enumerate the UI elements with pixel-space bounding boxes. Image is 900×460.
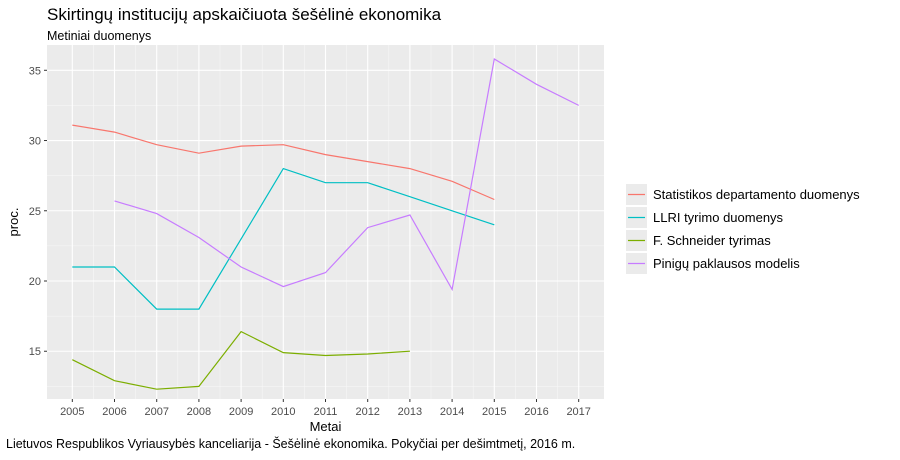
y-tick-label: 25 — [29, 206, 41, 218]
series-line-3 — [72, 330, 410, 390]
x-tick-label: 2015 — [482, 406, 506, 418]
legend-label: LLRI tyrimo duomenys — [653, 210, 784, 225]
legend-box — [624, 183, 894, 275]
x-tick-label: 2013 — [398, 406, 422, 418]
x-tick-label: 2014 — [440, 406, 464, 418]
x-tick-label: 2009 — [229, 406, 253, 418]
x-axis-title: Metai — [310, 419, 342, 434]
grid-minor — [47, 45, 604, 399]
x-tick-label: 2005 — [60, 406, 84, 418]
y-tick-label: 30 — [29, 136, 41, 148]
x-axis: 2005 2006 2007 2008 2009 2010 2011 2012 2013 2014… — [60, 399, 591, 418]
y-axis: 15 20 25 30 35 — [29, 65, 47, 358]
series-line-2 — [72, 167, 495, 310]
legend-label: Pinigų paklausos modelis — [653, 256, 800, 271]
legend: Statistikos departamento duomenys LLRI ty… — [624, 183, 894, 275]
y-tick-label: 15 — [29, 346, 41, 358]
chart-subtitle: Metiniai duomenys — [47, 29, 152, 43]
x-tick-label: 2008 — [187, 406, 211, 418]
series-layer — [72, 58, 579, 390]
series-line-1 — [72, 124, 495, 201]
x-tick-label: 2016 — [524, 406, 548, 418]
x-tick-label: 2011 — [314, 406, 338, 418]
chart-caption: Lietuvos Respublikos Vyriausybės kanceli… — [6, 437, 576, 451]
y-tick-label: 20 — [29, 276, 41, 288]
y-tick-label: 35 — [29, 65, 41, 77]
legend-label: Statistikos departamento duomenys — [653, 187, 860, 202]
series-line-4 — [114, 58, 579, 292]
x-tick-label: 2010 — [271, 406, 295, 418]
grid-major — [47, 45, 604, 399]
x-tick-label: 2012 — [355, 406, 379, 418]
y-axis-title: proc. — [6, 208, 21, 237]
x-tick-label: 2007 — [144, 406, 168, 418]
chart-title: Skirtingų institucijų apskaičiuota šešėl… — [47, 5, 442, 24]
x-tick-label: 2017 — [566, 406, 590, 418]
legend-label: F. Schneider tyrimas — [653, 233, 771, 248]
x-tick-label: 2006 — [102, 406, 126, 418]
